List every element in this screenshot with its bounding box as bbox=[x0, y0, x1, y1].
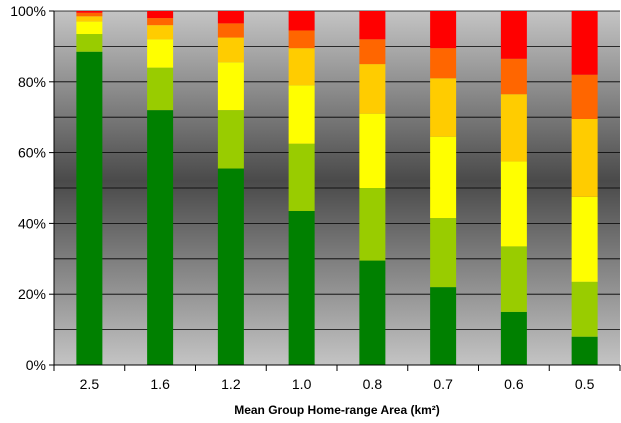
y-tick-label: 100% bbox=[10, 3, 46, 19]
y-tick-labels: 0% 20% 40% 60% 80% 100% bbox=[10, 3, 54, 373]
bar-segment-0.7-3 bbox=[430, 136, 457, 219]
bar-segment-0.7-6 bbox=[430, 11, 457, 49]
x-tick-labels: 2.5 1.6 1.2 1.0 0.8 0.7 0.6 0.5 bbox=[80, 376, 595, 392]
bar-segment-1.6-4 bbox=[147, 25, 174, 40]
bar-segment-0.6-2 bbox=[500, 246, 527, 312]
bar-segment-0.8-2 bbox=[359, 188, 386, 261]
bar-segment-0.6-5 bbox=[500, 58, 527, 95]
y-tick-label: 60% bbox=[18, 145, 46, 161]
x-tick-label: 1.6 bbox=[150, 376, 170, 392]
bar-segment-2.5-2 bbox=[76, 34, 103, 52]
y-tick-label: 20% bbox=[18, 286, 46, 302]
x-tick-label: 0.5 bbox=[575, 376, 595, 392]
bar-segment-1.2-4 bbox=[217, 37, 244, 63]
bar-segment-2.5-6 bbox=[76, 11, 103, 13]
bar-segment-1.0-1 bbox=[288, 211, 315, 365]
x-tick-label: 0.7 bbox=[433, 376, 453, 392]
bar-segment-0.6-6 bbox=[500, 11, 527, 59]
bar-segment-1.2-2 bbox=[217, 110, 244, 169]
bar-segment-0.5-6 bbox=[571, 11, 598, 75]
bar-segment-1.6-2 bbox=[147, 67, 174, 111]
bar-segment-0.8-3 bbox=[359, 113, 386, 188]
bar-segment-1.2-3 bbox=[217, 62, 244, 111]
x-tick-label: 2.5 bbox=[80, 376, 100, 392]
bar-segment-1.0-6 bbox=[288, 11, 315, 31]
bar-segment-1.6-3 bbox=[147, 39, 174, 68]
bar-segment-0.5-5 bbox=[571, 74, 598, 119]
bar-segment-0.5-2 bbox=[571, 281, 598, 337]
bar-stacks bbox=[76, 11, 598, 366]
x-tick-label: 1.0 bbox=[292, 376, 312, 392]
bar-segment-1.2-5 bbox=[217, 23, 244, 38]
x-tick-label: 0.6 bbox=[504, 376, 524, 392]
bar-segment-0.6-3 bbox=[500, 161, 527, 247]
bar-segment-0.5-1 bbox=[571, 336, 598, 365]
y-tick-label: 40% bbox=[18, 215, 46, 231]
axes bbox=[53, 11, 621, 371]
bar-segment-0.8-4 bbox=[359, 64, 386, 114]
bar-segment-0.7-5 bbox=[430, 48, 457, 79]
bar-segment-0.8-1 bbox=[359, 260, 386, 365]
x-tick-label: 1.2 bbox=[221, 376, 241, 392]
bar-segment-1.2-6 bbox=[217, 11, 244, 24]
bar-segment-1.0-2 bbox=[288, 143, 315, 212]
bar-segment-1.0-4 bbox=[288, 48, 315, 86]
bar-segment-1.2-1 bbox=[217, 168, 244, 365]
bar-segment-0.6-1 bbox=[500, 311, 527, 365]
bar-segment-2.5-3 bbox=[76, 21, 103, 35]
bar-segment-2.5-5 bbox=[76, 12, 103, 17]
bar-segment-1.6-1 bbox=[147, 110, 174, 366]
bar-segment-1.6-5 bbox=[147, 18, 174, 26]
bar-segment-0.7-2 bbox=[430, 218, 457, 288]
x-tick-label: 0.8 bbox=[363, 376, 383, 392]
bar-segment-0.5-3 bbox=[571, 196, 598, 282]
y-tick-label: 80% bbox=[18, 74, 46, 90]
bar-segment-0.5-4 bbox=[571, 118, 598, 197]
bar-segment-0.7-1 bbox=[430, 287, 457, 365]
bar-segment-1.0-5 bbox=[288, 30, 315, 49]
bar-segment-1.0-3 bbox=[288, 85, 315, 144]
bar-segment-0.8-6 bbox=[359, 11, 386, 40]
bar-segment-0.8-5 bbox=[359, 39, 386, 65]
x-axis-title: Mean Group Home-range Area (km²) bbox=[234, 403, 440, 417]
y-tick-label: 0% bbox=[26, 357, 46, 373]
bar-segment-2.5-1 bbox=[76, 51, 103, 366]
bar-segment-0.6-4 bbox=[500, 94, 527, 162]
bar-segment-1.6-6 bbox=[147, 11, 174, 19]
bar-segment-0.7-4 bbox=[430, 78, 457, 137]
bar-segment-2.5-4 bbox=[76, 16, 103, 22]
